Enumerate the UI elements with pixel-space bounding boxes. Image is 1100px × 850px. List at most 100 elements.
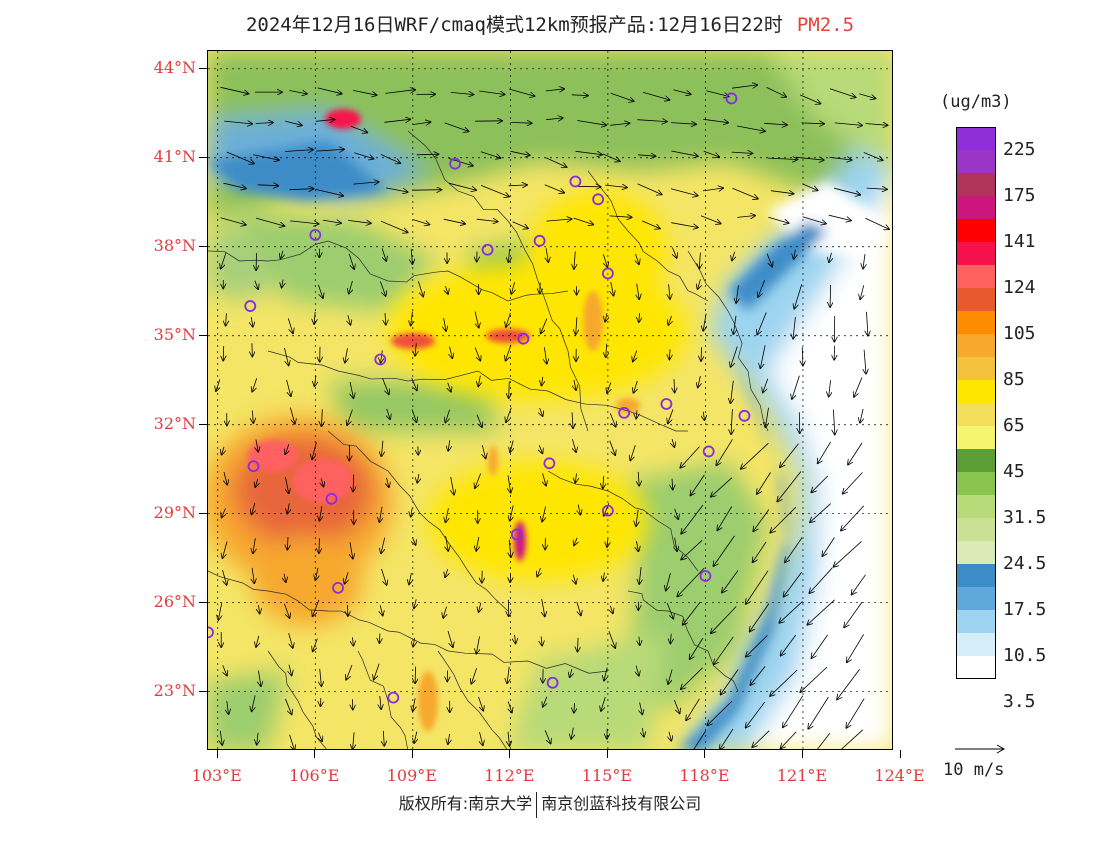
wind-arrow bbox=[669, 284, 670, 299]
wind-arrow bbox=[779, 601, 803, 622]
wind-arrow bbox=[785, 537, 803, 563]
wind-arrow bbox=[731, 85, 757, 89]
wind-arrow bbox=[572, 439, 576, 452]
wind-arrow bbox=[345, 348, 348, 362]
wind-arrow bbox=[287, 503, 289, 513]
wind-arrow bbox=[479, 602, 481, 612]
city-marker bbox=[569, 175, 582, 188]
wind-arrow bbox=[681, 667, 703, 689]
wind-arrow bbox=[746, 570, 769, 604]
legend-swatch bbox=[956, 150, 996, 173]
wind-arrow bbox=[817, 732, 831, 749]
wind-arrow bbox=[542, 506, 546, 522]
wind-arrow bbox=[834, 123, 862, 126]
wind-arrow bbox=[752, 730, 770, 747]
wind-arrow bbox=[571, 727, 573, 739]
wind-arrow bbox=[285, 444, 289, 454]
wind-arrow bbox=[795, 157, 824, 160]
city-marker bbox=[510, 528, 523, 541]
legend-label: 175 bbox=[1003, 185, 1036, 206]
wind-arrow bbox=[731, 380, 734, 403]
wind-arrow bbox=[859, 93, 875, 99]
wind-arrow bbox=[671, 150, 698, 156]
wind-arrow bbox=[638, 471, 639, 486]
wind-arrow bbox=[757, 312, 767, 335]
wind-arrow bbox=[681, 540, 703, 559]
lat-label: 41°N bbox=[153, 146, 196, 166]
wind-arrow bbox=[257, 185, 278, 186]
wind-arrow bbox=[382, 378, 389, 394]
wind-arrow bbox=[668, 409, 674, 423]
wind-arrow bbox=[508, 701, 512, 713]
wind-arrow bbox=[670, 123, 696, 125]
wind-arrow bbox=[675, 508, 679, 519]
wind-arrow bbox=[543, 473, 546, 485]
wind-arrow bbox=[414, 731, 417, 743]
wind-arrow bbox=[698, 279, 701, 289]
wind-arrow bbox=[282, 279, 284, 288]
wind-arrow bbox=[284, 603, 289, 618]
wind-arrow bbox=[223, 182, 245, 188]
province-border bbox=[437, 650, 508, 749]
legend-swatch bbox=[956, 173, 996, 196]
wind-arrow bbox=[574, 379, 576, 390]
lat-label: 23°N bbox=[153, 680, 196, 700]
wind-arrow bbox=[808, 696, 829, 729]
wind-arrow bbox=[674, 379, 675, 392]
wind-arrow bbox=[602, 153, 620, 161]
wind-arrow bbox=[348, 220, 371, 223]
lon-label: 115°E bbox=[581, 766, 632, 785]
wind-arrow bbox=[794, 284, 803, 308]
wind-arrow bbox=[480, 732, 483, 745]
lat-label: 29°N bbox=[153, 502, 196, 522]
wind-arrow bbox=[737, 216, 755, 218]
wind-arrow bbox=[711, 606, 737, 634]
lon-label: 124°E bbox=[874, 766, 925, 785]
legend-swatch bbox=[956, 426, 996, 449]
wind-arrow bbox=[746, 701, 766, 727]
wind-arrow bbox=[289, 91, 307, 94]
wind-arrow bbox=[693, 730, 706, 749]
wind-arrow bbox=[508, 185, 527, 186]
wind-arrow bbox=[381, 248, 386, 261]
lat-tick bbox=[199, 690, 207, 692]
wind-arrow bbox=[642, 727, 644, 737]
wind-arrow bbox=[807, 599, 835, 625]
wind-arrow bbox=[701, 347, 702, 361]
wind-arrow bbox=[445, 568, 448, 577]
wind-arrow bbox=[255, 478, 257, 487]
city-marker bbox=[208, 626, 214, 639]
legend-label: 24.5 bbox=[1003, 553, 1047, 574]
wind-arrow bbox=[541, 318, 548, 334]
lat-label: 44°N bbox=[153, 57, 196, 77]
city-marker bbox=[387, 691, 400, 704]
lat-tick bbox=[199, 245, 207, 247]
wind-arrow bbox=[800, 666, 828, 692]
wind-arrow bbox=[577, 120, 606, 126]
wind-arrow bbox=[316, 567, 318, 580]
wind-arrow bbox=[860, 285, 864, 299]
wind-arrow bbox=[218, 602, 221, 620]
wind-arrow bbox=[642, 91, 670, 100]
wind-arrow bbox=[413, 219, 429, 225]
wind-arrow bbox=[829, 252, 832, 262]
legend-swatch bbox=[956, 541, 996, 564]
wind-arrow bbox=[353, 90, 376, 95]
wind-arrow bbox=[603, 572, 604, 581]
wind-arrow bbox=[801, 123, 824, 124]
wind-arrow bbox=[509, 381, 510, 398]
wind-arrow bbox=[319, 538, 320, 553]
wind-arrow bbox=[411, 409, 416, 423]
wind-arrow bbox=[672, 247, 676, 258]
wind-arrow bbox=[546, 248, 548, 262]
city-markers bbox=[208, 92, 751, 704]
province-border bbox=[208, 570, 609, 674]
wind-arrow bbox=[607, 538, 608, 547]
wind-arrow bbox=[637, 183, 662, 195]
wind-arrow bbox=[666, 572, 671, 590]
wind-arrow bbox=[784, 571, 802, 596]
wind-arrow bbox=[703, 411, 704, 420]
wind-arrow bbox=[315, 120, 335, 122]
city-marker bbox=[738, 409, 751, 422]
wind-arrow bbox=[510, 150, 530, 155]
